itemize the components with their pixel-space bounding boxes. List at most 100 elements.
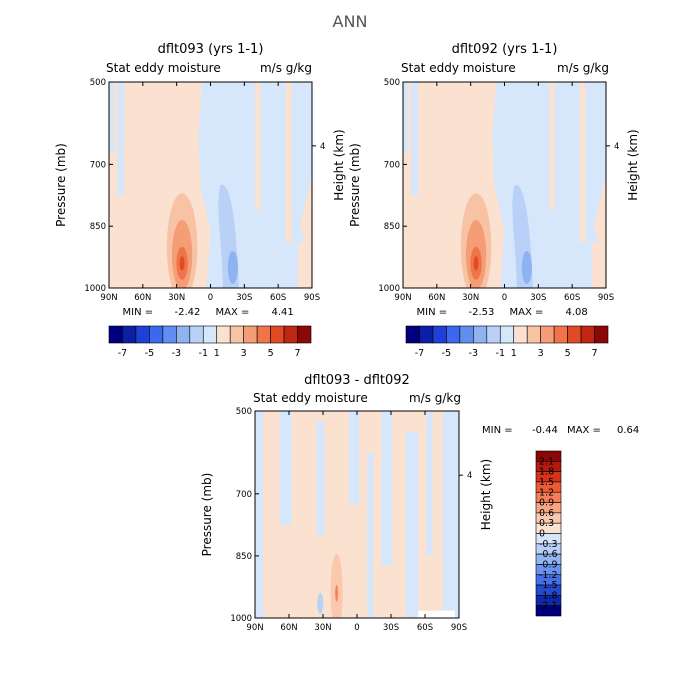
positive-streak — [579, 82, 586, 243]
y-tick-label: 1000 — [230, 614, 252, 624]
units-label: m/s g/kg — [557, 61, 609, 75]
negative-region — [411, 82, 419, 196]
colorbar-swatch — [567, 325, 582, 344]
colorbar-swatch — [459, 325, 474, 344]
colorbar-label: 1 — [511, 348, 517, 359]
negative-region — [316, 421, 325, 536]
min-label: MIN = — [482, 425, 513, 436]
colorbar: -7 -5 -3 -1 1 3 5 7 — [405, 325, 609, 359]
y-tick-label: 1000 — [84, 284, 106, 294]
min-value: -2.42 — [175, 307, 201, 318]
negative-region — [279, 411, 292, 525]
y-tick-label: 850 — [90, 222, 106, 232]
colorbar-swatch — [243, 325, 258, 344]
colorbar-swatch — [176, 325, 191, 344]
x-tick-label: 60N — [428, 293, 445, 303]
colorbar-swatch — [122, 325, 137, 344]
y-right-axis-label: Height (km) — [626, 129, 640, 200]
x-tick-label: 30N — [168, 293, 185, 303]
negative-region — [367, 452, 374, 618]
x-tick-label: 0 — [354, 623, 359, 633]
positive-streak — [285, 82, 292, 243]
colorbar-swatch — [149, 325, 164, 344]
x-tick-label: 30S — [236, 293, 252, 303]
colorbar-swatch — [540, 325, 555, 344]
negative-region — [117, 82, 125, 196]
colorbar: -7 -5 -3 -1 1 3 5 7 — [108, 325, 312, 359]
x-tick-label: 60S — [270, 293, 286, 303]
x-tick-label: 60N — [134, 293, 151, 303]
y-right-tick-label: 4 — [467, 471, 472, 481]
colorbar-label: 0.3 — [539, 518, 554, 529]
colorbar-swatch — [202, 325, 218, 344]
colorbar-swatch — [535, 605, 562, 617]
colorbar-swatch — [486, 325, 501, 344]
colorbar-swatch — [162, 325, 177, 344]
colorbar-swatch — [499, 325, 515, 344]
positive-core — [179, 256, 185, 271]
units-label: m/s g/kg — [260, 61, 312, 75]
negative-region — [255, 411, 264, 618]
colorbar-label: 3 — [538, 348, 544, 359]
colorbar-label: -0.6 — [539, 549, 558, 560]
colorbar-label: 5 — [268, 348, 274, 359]
x-tick-label: 90N — [394, 293, 411, 303]
colorbar-label: 2.1 — [539, 456, 554, 467]
colorbar-label: 1.5 — [539, 477, 554, 488]
colorbar-label: -1.2 — [539, 570, 558, 581]
y-right-tick-label: 4 — [614, 142, 619, 152]
max-label: MAX = — [216, 307, 250, 318]
y-tick-label: 500 — [90, 78, 106, 88]
x-tick-label: 30S — [530, 293, 546, 303]
colorbar-label: 1.2 — [539, 487, 554, 498]
y-tick-label: 500 — [236, 407, 252, 417]
colorbar-swatch — [594, 325, 609, 344]
y-tick-label: 1000 — [378, 284, 400, 294]
positive-streak — [549, 82, 555, 210]
positive-streak — [255, 82, 261, 210]
positive-streak — [297, 242, 308, 288]
colorbar-label: -0.3 — [539, 539, 558, 550]
colorbar-label: 1.8 — [539, 467, 554, 478]
max-value: 4.41 — [272, 307, 294, 318]
variable-label: Stat eddy moisture — [253, 391, 368, 405]
colorbar-label: -0.9 — [539, 559, 558, 570]
min-value: -0.44 — [532, 425, 558, 436]
y-tick-label: 850 — [384, 222, 400, 232]
colorbar-swatch — [526, 325, 541, 344]
colorbar-swatch — [189, 325, 204, 344]
x-tick-label: 90S — [304, 293, 320, 303]
negative-region — [442, 411, 459, 618]
colorbar-swatch — [553, 325, 568, 344]
min-label: MIN = — [417, 307, 448, 318]
colorbar-swatch — [135, 325, 150, 344]
min-value: -2.53 — [469, 307, 495, 318]
negative-region — [426, 411, 433, 556]
panel-title: dflt093 (yrs 1-1) — [158, 42, 264, 57]
missing-data — [418, 610, 455, 618]
negative-region — [381, 411, 392, 567]
colorbar: 2.11.81.51.20.90.60.30-0.3-0.6-0.9-1.2-1… — [535, 450, 562, 617]
colorbar-swatch — [432, 325, 447, 344]
colorbar-swatch — [405, 325, 420, 344]
colorbar-label: 0.6 — [539, 508, 554, 519]
y-tick-label: 850 — [236, 552, 252, 562]
max-label: MAX = — [567, 425, 601, 436]
y-right-axis-label: Height (km) — [479, 459, 493, 530]
colorbar-label: 7 — [592, 348, 598, 359]
y-tick-label: 500 — [384, 78, 400, 88]
colorbar-swatch — [229, 325, 244, 344]
variable-label: Stat eddy moisture — [401, 61, 516, 75]
y-tick-label: 700 — [236, 490, 252, 500]
colorbar-label: 3 — [241, 348, 247, 359]
x-tick-label: 90N — [100, 293, 117, 303]
colorbar-swatch — [108, 325, 123, 344]
variable-label: Stat eddy moisture — [106, 61, 221, 75]
contour-field — [403, 82, 606, 288]
positive-streak — [591, 242, 602, 288]
x-tick-label: 60S — [564, 293, 580, 303]
colorbar-swatch — [419, 325, 434, 344]
x-tick-label: 30N — [462, 293, 479, 303]
chart-panel-2: dflt092 (yrs 1-1) Stat eddy moisture m/s g… — [348, 42, 640, 359]
contour-field — [109, 82, 312, 288]
